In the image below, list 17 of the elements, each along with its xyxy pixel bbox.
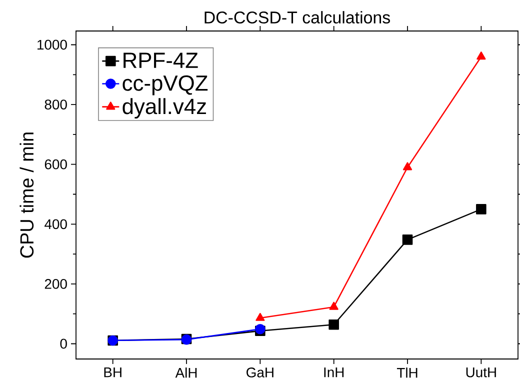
y-axis-title: CPU time / min: [20, 132, 34, 258]
x-tick-label: GaH: [246, 368, 274, 378]
legend-label: RPF-4Z: [124, 52, 198, 68]
x-tick-label: UutH: [466, 368, 496, 378]
y-tick-label: 400: [44, 219, 67, 230]
x-tick-label: InH: [324, 368, 344, 378]
y-tick-label: 0: [60, 338, 67, 349]
chart-title: DC-CCSD-T calculations: [204, 11, 390, 24]
legend-label: dyall.v4z: [122, 98, 206, 119]
x-tick-label: TlH: [396, 368, 418, 378]
x-tick-label: BH: [104, 368, 122, 378]
x-tick-label: AlH: [175, 368, 197, 378]
y-tick-label: 600: [44, 159, 67, 170]
legend-label: cc-pVQZ: [122, 75, 208, 96]
y-tick-label: 800: [44, 100, 67, 110]
y-tick-label: 1000: [38, 40, 67, 50]
y-tick-label: 200: [44, 279, 67, 289]
